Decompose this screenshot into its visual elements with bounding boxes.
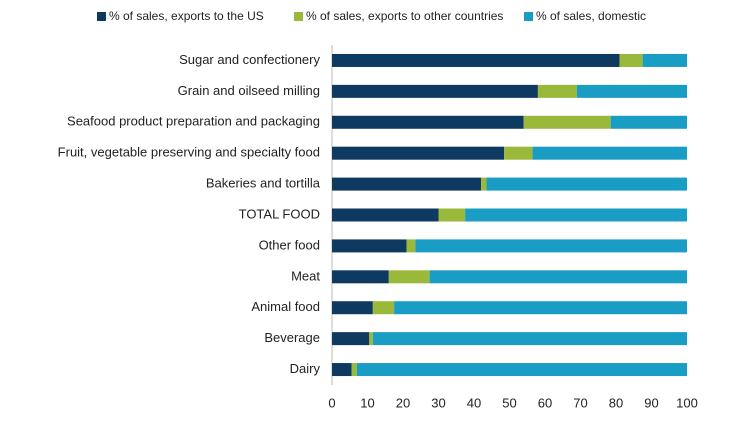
bar-segment — [406, 239, 416, 253]
y-tick-label: Animal food — [251, 299, 320, 314]
bar-segment — [369, 332, 373, 346]
bar-segment — [465, 208, 687, 222]
legend: % of sales, exports to the US % of sales,… — [97, 9, 646, 23]
y-tick-label: Other food — [259, 237, 320, 252]
x-tick-label: 70 — [573, 395, 587, 410]
bar-segment — [351, 363, 357, 377]
y-tick-label: Grain and oilseed milling — [178, 83, 320, 98]
bar-segment — [486, 177, 687, 191]
bar-segment — [332, 84, 538, 98]
y-tick-label: Dairy — [290, 361, 321, 376]
legend-label: % of sales, exports to other countries — [306, 9, 503, 23]
bar-segment — [332, 208, 439, 222]
bar-segment — [332, 53, 620, 67]
bar-segment — [481, 177, 487, 191]
x-tick-label: 20 — [396, 395, 410, 410]
bar-segment — [429, 270, 687, 284]
y-tick-label: Bakeries and tortilla — [206, 176, 321, 191]
bar-segment — [576, 84, 687, 98]
bar-segment — [537, 84, 577, 98]
legend-swatch — [97, 12, 106, 21]
bar-segment — [619, 53, 643, 67]
bar-segment — [642, 53, 687, 67]
bar-segment — [523, 115, 611, 129]
y-tick-label: Seafood product preparation and packagin… — [67, 114, 320, 129]
bar-segment — [372, 332, 687, 346]
x-tick-label: 50 — [502, 395, 516, 410]
x-tick-label: 40 — [467, 395, 481, 410]
y-tick-label: TOTAL FOOD — [239, 206, 320, 221]
bar-segment — [388, 270, 430, 284]
y-tick-label: Sugar and confectionery — [179, 52, 320, 67]
y-tick-label: Fruit, vegetable preserving and specialt… — [58, 145, 320, 160]
bar-segment — [504, 146, 533, 160]
bar-segment — [332, 146, 505, 160]
x-tick-label: 100 — [676, 395, 698, 410]
bar-segment — [332, 301, 373, 315]
x-tick-label: 10 — [360, 395, 374, 410]
legend-swatch — [294, 12, 303, 21]
bar-segment — [332, 115, 524, 129]
y-tick-label: Beverage — [264, 330, 320, 345]
bar-segment — [332, 363, 352, 377]
bar-segment — [332, 332, 370, 346]
bar-segment — [332, 177, 482, 191]
x-tick-label: 90 — [644, 395, 658, 410]
bar-segment — [532, 146, 687, 160]
bar-segment — [372, 301, 395, 315]
bar-segment — [415, 239, 687, 253]
legend-label: % of sales, exports to the US — [109, 9, 264, 23]
bar-segment — [438, 208, 466, 222]
x-tick-label: 30 — [431, 395, 445, 410]
bar-segment — [610, 115, 687, 129]
x-tick-label: 0 — [328, 395, 335, 410]
bar-segment — [356, 363, 687, 377]
bar-segment — [332, 239, 407, 253]
bar-segment — [394, 301, 687, 315]
legend-swatch — [524, 12, 533, 21]
y-tick-label: Meat — [291, 268, 320, 283]
x-tick-label: 80 — [609, 395, 623, 410]
x-tick-label: 60 — [538, 395, 552, 410]
legend-label: % of sales, domestic — [536, 9, 646, 23]
bar-segment — [332, 270, 389, 284]
